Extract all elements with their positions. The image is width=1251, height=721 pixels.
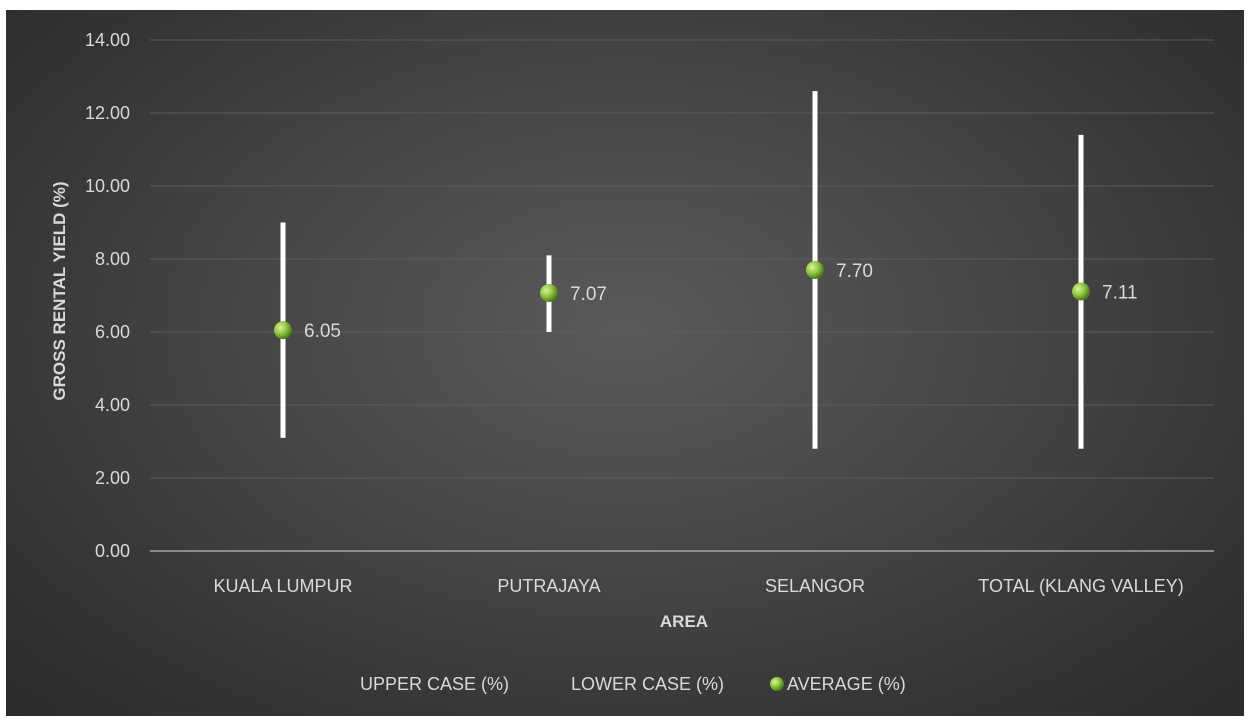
x-tick-label: PUTRAJAYA (497, 576, 600, 596)
average-marker (274, 321, 292, 340)
legend-average: AVERAGE (%) (787, 674, 906, 694)
y-axis-title: GROSS RENTAL YIELD (%) (50, 181, 69, 400)
x-axis-ticks: KUALA LUMPUR PUTRAJAYA SELANGOR TOTAL (KLAN… (213, 576, 1183, 596)
chart-area: 0.00 2.00 4.00 6.00 8.00 10.00 12.00 14.00 KUAL… (6, 10, 1244, 716)
average-marker (540, 283, 558, 302)
x-tick-label: KUALA LUMPUR (213, 576, 352, 596)
y-tick-label: 12.00 (85, 103, 130, 123)
data-labels: 6.05 7.07 7.70 7.11 (304, 261, 1138, 342)
y-tick-label: 8.00 (95, 249, 130, 269)
legend-lower-case: LOWER CASE (%) (571, 674, 724, 694)
y-tick-label: 10.00 (85, 176, 130, 196)
legend: UPPER CASE (%) LOWER CASE (%) AVERAGE (%) (360, 674, 906, 694)
chart-svg: 0.00 2.00 4.00 6.00 8.00 10.00 12.00 14.00 KUAL… (50, 30, 1214, 694)
y-axis-ticks: 0.00 2.00 4.00 6.00 8.00 10.00 12.00 14.00 (85, 30, 130, 561)
y-tick-label: 0.00 (95, 541, 130, 561)
x-tick-label: TOTAL (KLANG VALLEY) (978, 576, 1183, 596)
x-tick-label: SELANGOR (765, 576, 865, 596)
average-markers (274, 260, 1090, 340)
x-axis-title: AREA (660, 612, 708, 631)
data-label: 7.07 (570, 284, 607, 305)
data-label: 7.11 (1102, 282, 1138, 303)
data-label: 6.05 (304, 321, 341, 342)
y-tick-label: 4.00 (95, 395, 130, 415)
legend-average-marker (770, 677, 784, 691)
y-tick-label: 2.00 (95, 468, 130, 488)
range-lines (280, 91, 1084, 449)
grid-layer (150, 39, 1214, 552)
y-tick-label: 6.00 (95, 322, 130, 342)
data-label: 7.70 (836, 261, 873, 282)
average-marker (1072, 282, 1090, 301)
legend-upper-case: UPPER CASE (%) (360, 674, 509, 694)
y-tick-label: 14.00 (85, 30, 130, 50)
average-marker (806, 260, 824, 279)
